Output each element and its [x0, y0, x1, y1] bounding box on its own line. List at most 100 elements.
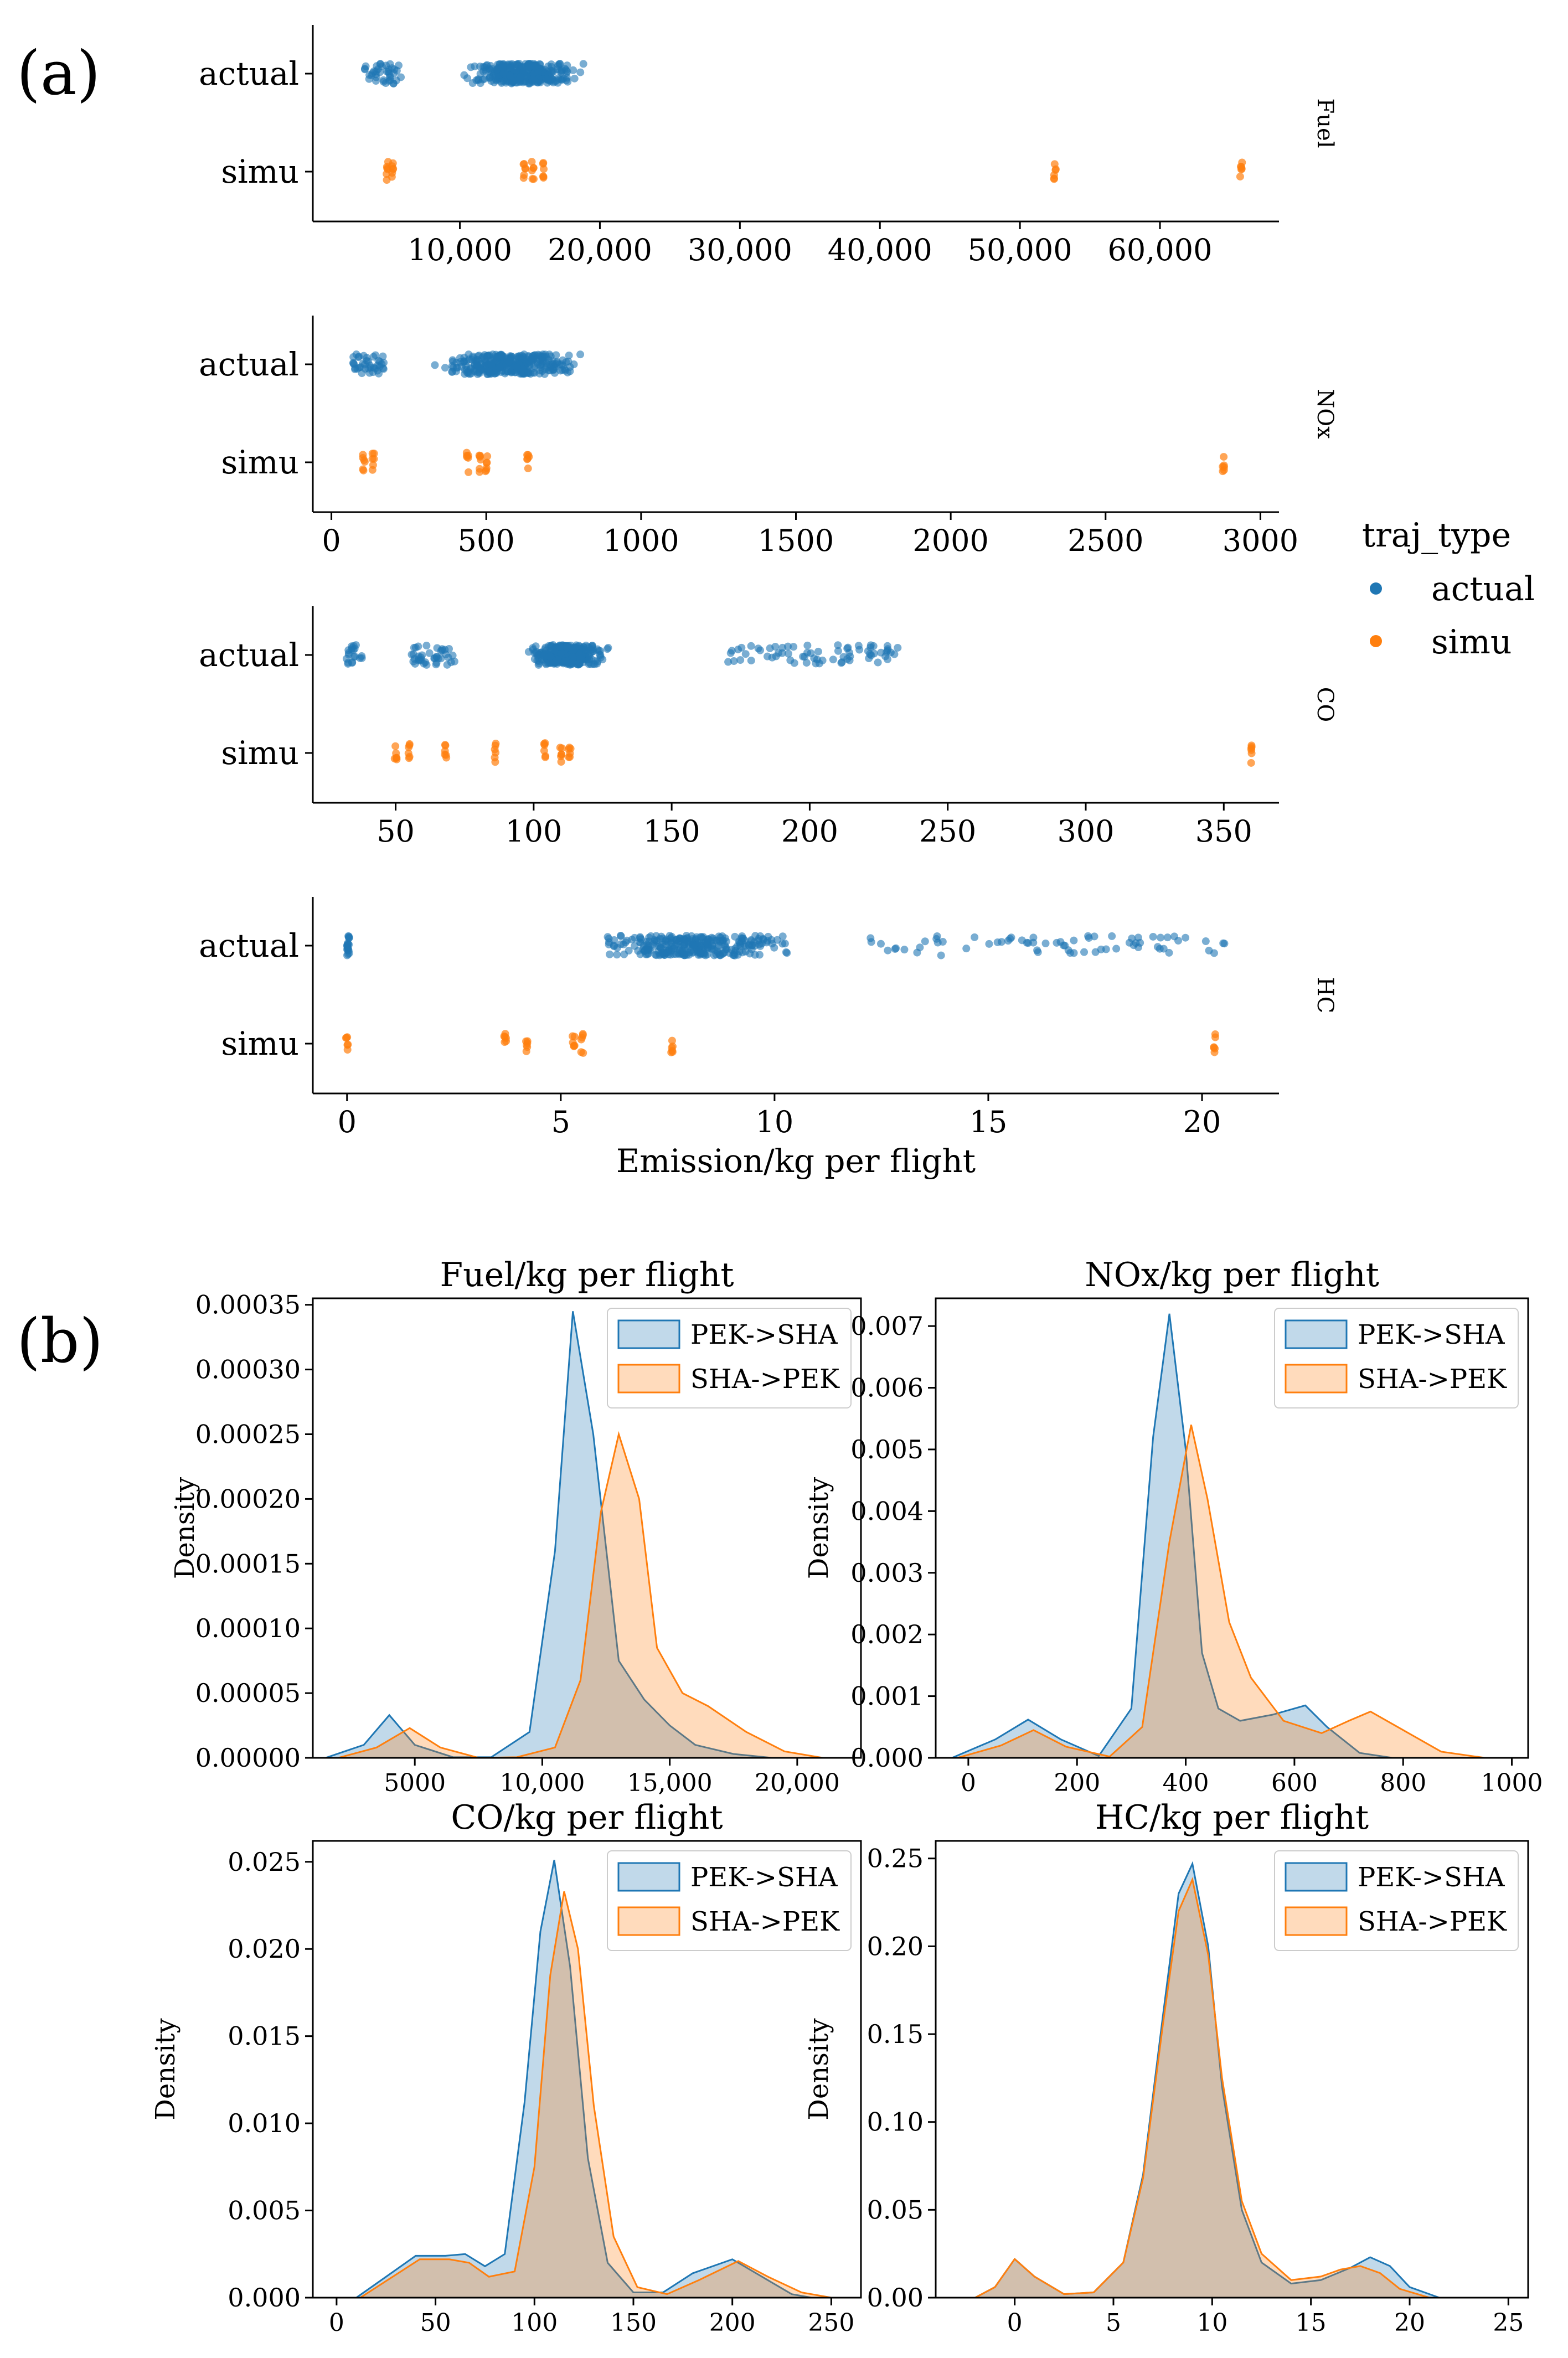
panel-label-a: (a)	[17, 38, 100, 109]
actual-point	[379, 365, 388, 373]
actual-point	[487, 360, 496, 368]
actual-point	[546, 653, 554, 661]
simu-point	[519, 174, 528, 182]
actual-point	[510, 65, 518, 74]
y-tick-label: 0.003	[850, 1558, 924, 1588]
actual-point	[513, 363, 521, 371]
actual-point	[747, 657, 755, 665]
y-tick-label: 0.10	[867, 2107, 924, 2137]
simu-point	[529, 175, 538, 183]
simu-point	[558, 750, 566, 759]
x-tick-label: 30,000	[688, 233, 792, 267]
y-tick-label: 0.025	[228, 1847, 301, 1877]
actual-points	[343, 932, 1229, 959]
simu-point	[1220, 453, 1228, 461]
legend-label-sha-to-pek: SHA->PEK	[690, 1906, 840, 1937]
simu-point	[476, 452, 484, 460]
simu-point	[502, 1034, 510, 1042]
actual-point	[565, 351, 573, 359]
simu-point	[558, 744, 566, 752]
y-tick-label: 0.004	[850, 1496, 924, 1526]
actual-point	[884, 946, 892, 954]
actual-point	[846, 652, 854, 661]
actual-point	[891, 945, 899, 953]
actual-point	[356, 654, 364, 662]
actual-point	[1108, 932, 1116, 940]
simu-point	[523, 1041, 531, 1049]
x-tick-label: 10,000	[408, 233, 512, 267]
legend-label-sha-to-pek: SHA->PEK	[1358, 1906, 1507, 1937]
simu-point	[540, 747, 548, 755]
actual-point	[1219, 939, 1227, 947]
x-tick-label: 5	[551, 1105, 570, 1139]
simu-point	[359, 466, 368, 474]
actual-point	[599, 656, 607, 664]
simu-point	[370, 455, 378, 463]
simu-point	[524, 465, 532, 473]
y-tick-label: 0.00000	[195, 1743, 301, 1773]
actual-point	[534, 69, 542, 77]
actual-points	[360, 60, 587, 87]
actual-point	[569, 647, 577, 655]
actual-point	[1157, 933, 1165, 942]
x-tick-label: 15	[969, 1105, 1008, 1139]
simu-point	[391, 742, 400, 750]
actual-point	[1041, 939, 1050, 947]
simu-point	[668, 1036, 676, 1045]
facet-label-co: CO	[1312, 687, 1338, 722]
actual-point	[661, 951, 669, 959]
actual-point	[518, 352, 527, 360]
density-line-pek-to-sha	[951, 1313, 1392, 1759]
y-axis-label: Density	[169, 1477, 200, 1579]
actual-point	[834, 647, 842, 655]
actual-point	[425, 649, 434, 657]
actual-point	[894, 643, 902, 652]
actual-point	[604, 644, 612, 652]
simu-point	[1050, 175, 1058, 183]
actual-point	[561, 657, 569, 665]
actual-point	[1080, 948, 1089, 956]
actual-point	[1182, 933, 1190, 942]
y-tick-label-actual: actual	[199, 636, 299, 674]
actual-point	[620, 950, 628, 958]
actual-point	[542, 363, 550, 371]
actual-point	[739, 948, 747, 957]
simu-point	[565, 744, 574, 752]
y-tick-label: 0.00015	[195, 1549, 301, 1578]
actual-point	[724, 658, 733, 666]
x-tick-label: 200	[1054, 1769, 1100, 1797]
actual-point	[345, 933, 353, 941]
simu-point	[1236, 172, 1244, 180]
actual-point	[839, 653, 848, 661]
x-tick-label: 40,000	[828, 233, 932, 267]
actual-point	[1170, 932, 1179, 941]
simu-point	[492, 740, 500, 748]
actual-point	[837, 659, 845, 667]
x-tick-label: 0	[338, 1105, 357, 1139]
actual-point	[579, 60, 587, 68]
actual-point	[730, 949, 739, 957]
x-tick-label: 20,000	[755, 1769, 840, 1797]
actual-point	[1136, 938, 1144, 947]
simu-points	[383, 158, 1246, 184]
simu-points	[390, 739, 1256, 767]
density-plot-1: 0.00000 0.00005 0.00010 0.00015 0.00020 0.000…	[169, 1256, 862, 1797]
actual-point	[564, 368, 572, 376]
density-legend: PEK->SHA SHA->PEK	[607, 1308, 852, 1408]
legend-box	[1274, 1850, 1519, 1951]
simu-point	[370, 450, 378, 458]
y-tick-label: 0.00010	[195, 1613, 301, 1643]
simu-point	[529, 164, 538, 172]
actual-point	[472, 76, 481, 85]
actual-point	[591, 657, 600, 665]
simu-point	[342, 1034, 350, 1042]
actual-point	[378, 62, 386, 70]
simu-point	[557, 758, 565, 766]
legend-label-actual: actual	[1431, 570, 1535, 608]
actual-point	[1165, 948, 1173, 957]
legend-label-sha-to-pek: SHA->PEK	[690, 1364, 840, 1395]
actual-point	[747, 642, 755, 650]
x-tick-label: 20	[1394, 2309, 1425, 2337]
legend-swatch-sha-to-pek	[1285, 1906, 1348, 1936]
density-area-sha-to-pek	[975, 1879, 1430, 2298]
